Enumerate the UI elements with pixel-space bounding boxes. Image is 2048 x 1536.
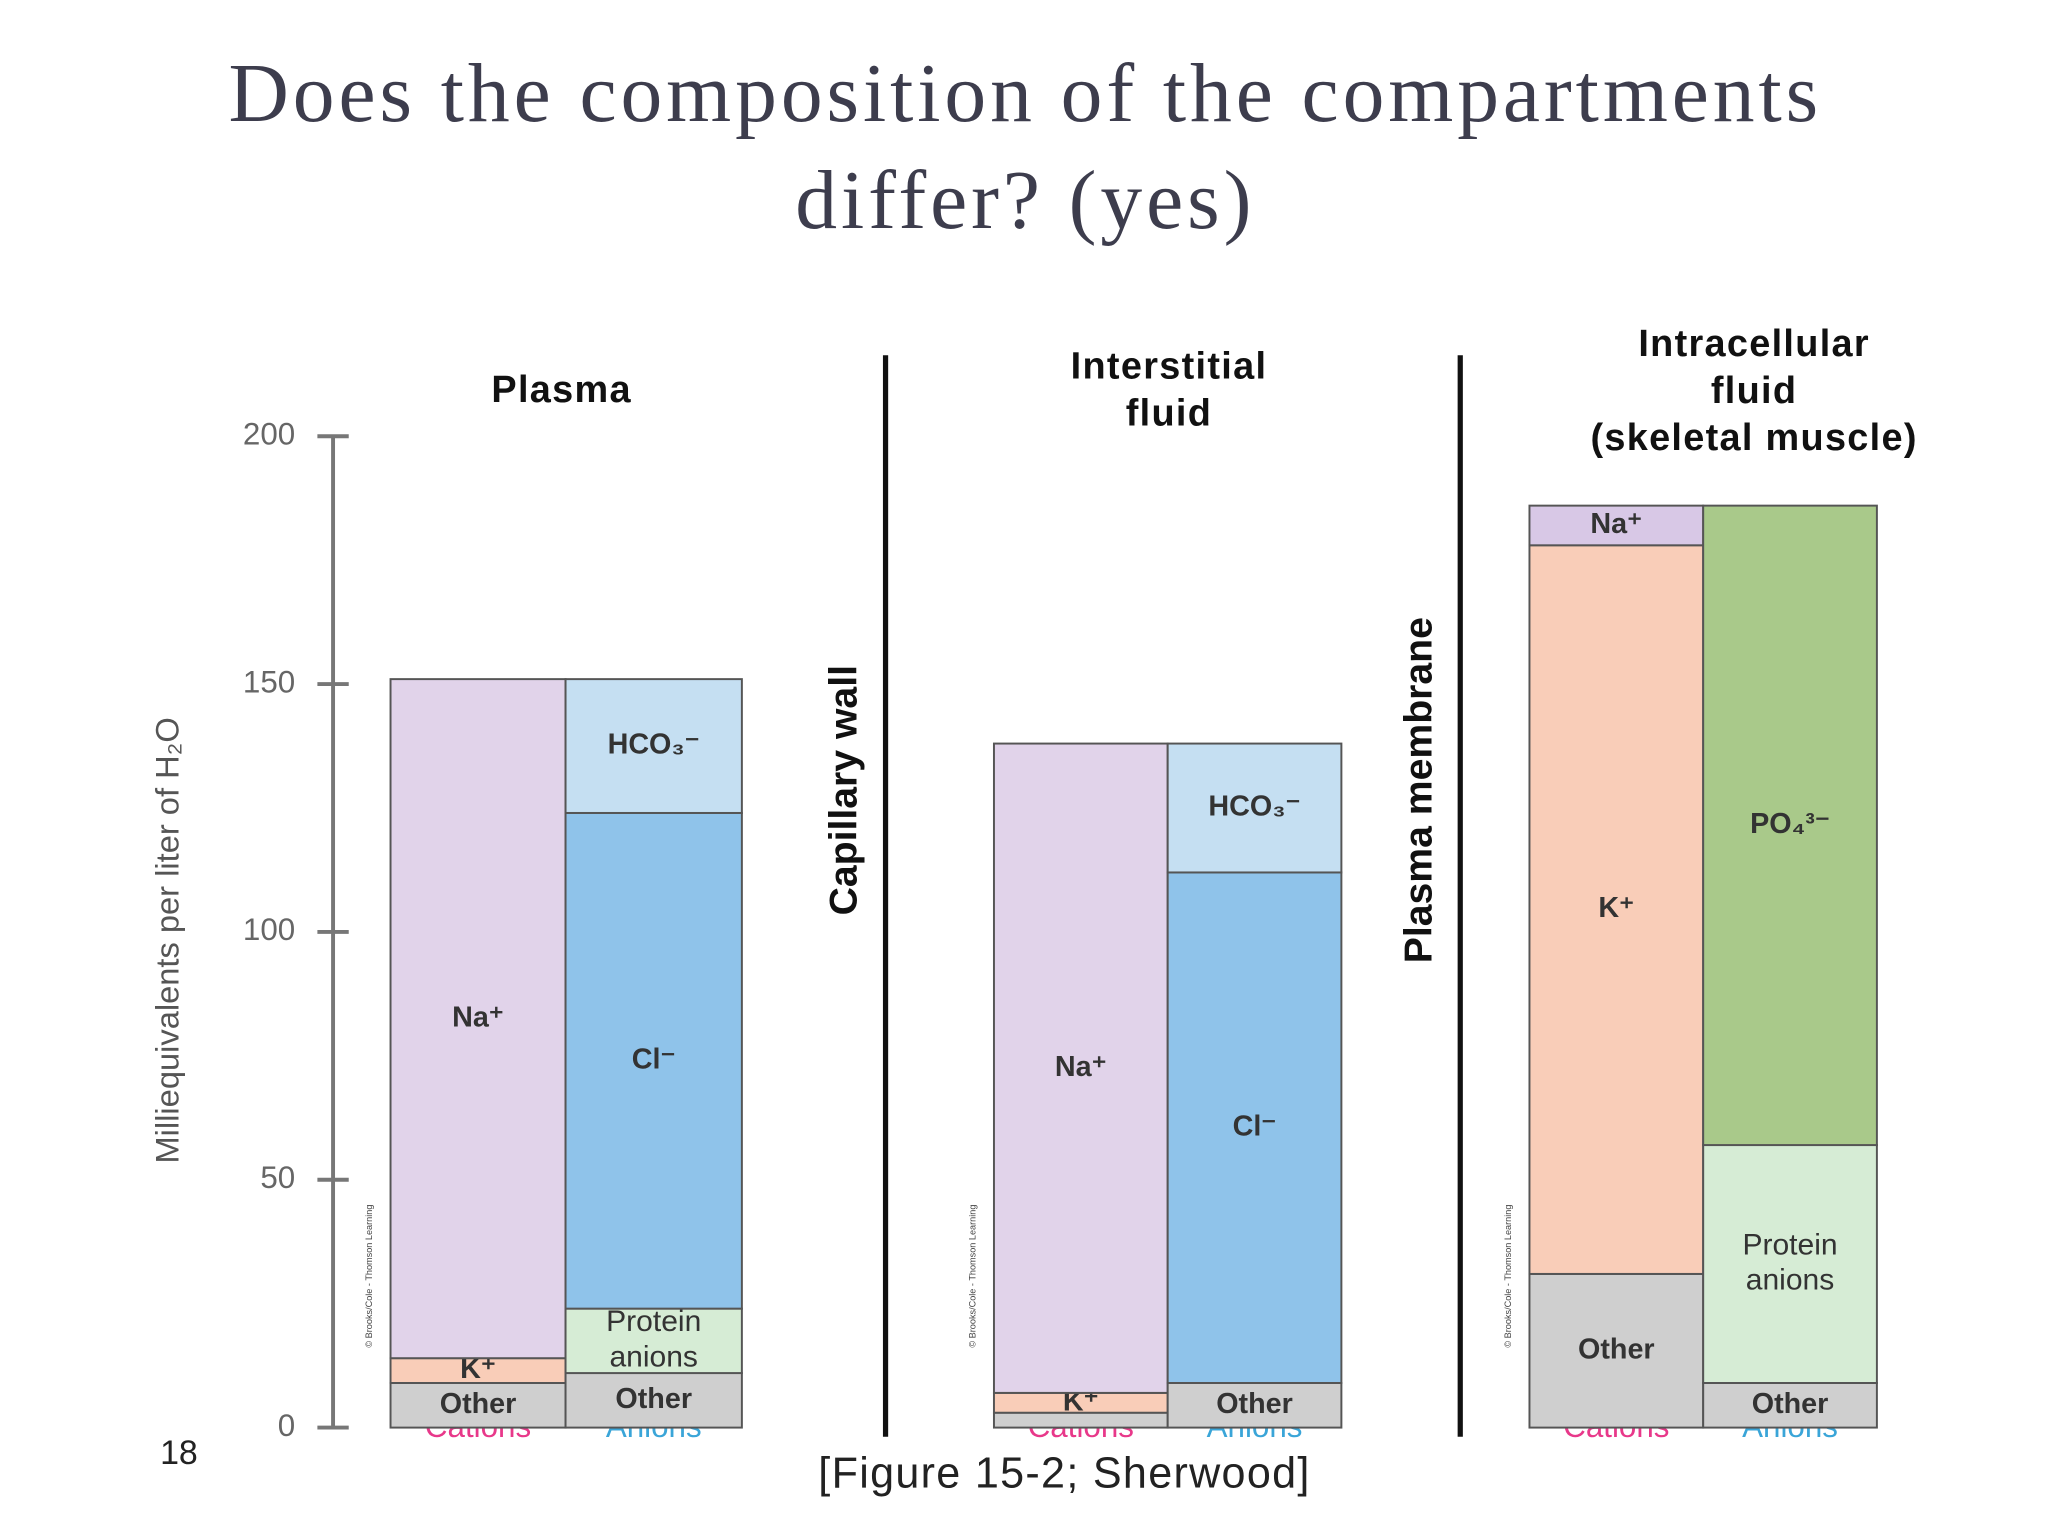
bar-segment: [1702, 1144, 1878, 1384]
bar-segment: [389, 1357, 567, 1384]
panel-title: Plasma: [491, 369, 631, 411]
panel-title: Intracellular: [1638, 323, 1870, 365]
segment-label: Other: [1578, 1333, 1655, 1365]
bar-segment: [1166, 742, 1343, 874]
segment-label: Cl⁻: [632, 1043, 676, 1075]
credit: © Brooks/Cole - Thomson Learning: [967, 1205, 977, 1348]
y-tick-label: 0: [278, 1408, 295, 1443]
segment-label: anions: [1746, 1264, 1835, 1297]
bar-segment: [564, 678, 743, 814]
slide-title: Does the composition of the compartments: [229, 48, 1823, 140]
segment-label: Na⁺: [452, 1001, 504, 1033]
segment-label: Other: [1752, 1388, 1829, 1420]
segment-label: Protein: [1742, 1228, 1837, 1261]
y-tick-label: 50: [260, 1160, 295, 1195]
caption: [Figure 15-2; Sherwood]: [818, 1449, 1310, 1497]
segment-label: Other: [440, 1388, 517, 1420]
segment-label: K⁺: [1598, 892, 1634, 924]
boundary-label: Capillary wall: [823, 665, 866, 915]
y-tick-label: 150: [243, 664, 295, 699]
panel-title: fluid: [1711, 370, 1797, 412]
panel-title: Interstitial: [1071, 345, 1268, 387]
bar-segment: [564, 1307, 743, 1375]
bar-segment: [1528, 1272, 1705, 1429]
segment-label: Na⁺: [1590, 508, 1642, 540]
segment-label: HCO₃⁻: [1208, 791, 1300, 823]
segment-label: anions: [609, 1340, 698, 1373]
credit: © Brooks/Cole - Thomson Learning: [1503, 1205, 1513, 1348]
segment-label: Cl⁻: [1233, 1110, 1277, 1142]
bar-segment: [1166, 1382, 1343, 1429]
y-tick-label: 200: [243, 417, 295, 452]
bar-segment: [389, 1382, 567, 1429]
segment-label: Other: [1216, 1388, 1293, 1420]
segment-label: PO₄³⁻: [1750, 808, 1830, 840]
bar-segment: [1702, 1382, 1878, 1429]
bar-segment: [1528, 544, 1705, 1275]
page-number: 18: [160, 1434, 198, 1472]
y-tick-label: 100: [243, 912, 295, 947]
credit: © Brooks/Cole - Thomson Learning: [364, 1205, 374, 1348]
y-axis-label: Milliequivalents per liter of H₂O: [148, 717, 185, 1163]
bar-segment: [1166, 871, 1343, 1384]
segment-label: Na⁺: [1055, 1051, 1107, 1083]
bar-segment: [564, 1372, 743, 1429]
bar-segment: [389, 678, 567, 1360]
segment-label: Protein: [606, 1305, 701, 1338]
panel-title: fluid: [1126, 392, 1212, 434]
bar-segment: [564, 811, 743, 1310]
panel-title: (skeletal muscle): [1590, 417, 1917, 459]
boundary-label: Plasma membrane: [1397, 617, 1440, 963]
segment-label: Other: [615, 1383, 692, 1415]
segment-label: HCO₃⁻: [608, 729, 700, 761]
bar-segment: [992, 742, 1169, 1394]
slide-title: differ? (yes): [795, 155, 1255, 247]
bar-segment: [1702, 504, 1878, 1147]
